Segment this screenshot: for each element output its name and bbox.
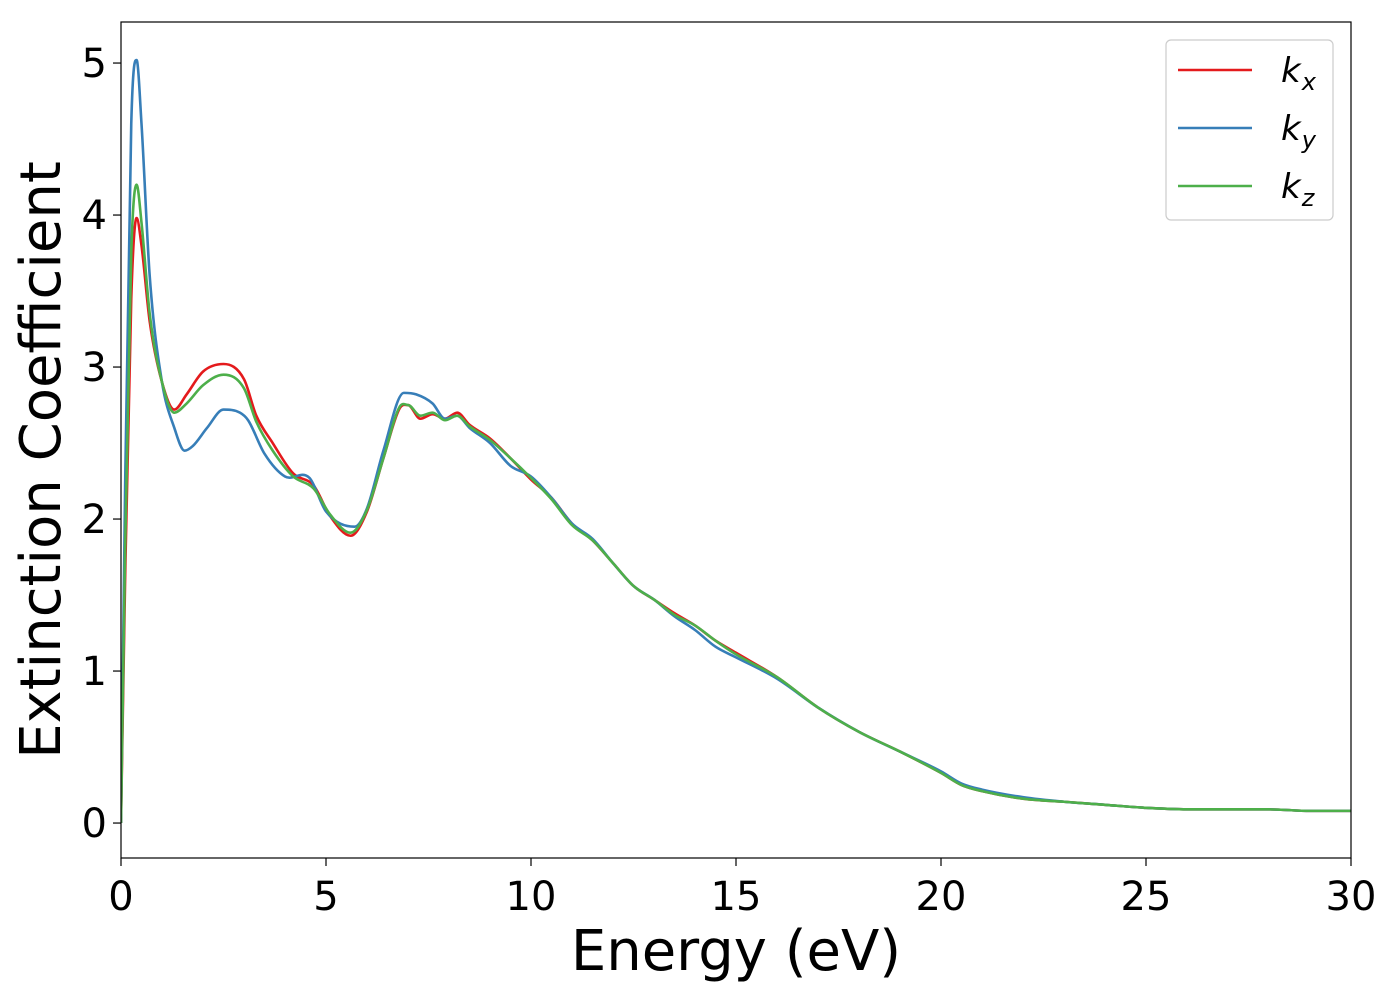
x-tick-label: 10 (506, 874, 557, 920)
y-tick-label: 2 (82, 497, 107, 543)
legend-label-x: kx (1281, 51, 1317, 96)
legend-box (1165, 39, 1334, 221)
x-tick-label: 0 (108, 874, 133, 920)
y-tick-label: 5 (82, 41, 107, 87)
y-tick-label: 4 (82, 193, 107, 239)
x-tick-label: 30 (1326, 874, 1377, 920)
y-tick-label: 3 (82, 345, 107, 391)
y-axis-title: Extinction Coefficient (9, 161, 74, 759)
series-layer (121, 58, 1351, 824)
x-tick-label: 15 (711, 874, 762, 920)
x-axis-title: Energy (eV) (571, 919, 901, 984)
y-tick-label: 1 (82, 649, 107, 695)
x-tick-label: 20 (916, 874, 967, 920)
x-tick-label: 25 (1121, 874, 1172, 920)
ticks-layer: 0 5 10 15 20 25 30 0 1 2 3 4 5 (82, 41, 1377, 920)
series-line-x (121, 216, 1351, 824)
x-tick-label: 5 (313, 874, 338, 920)
series-line-z (121, 183, 1351, 824)
y-tick-label: 0 (82, 801, 107, 847)
